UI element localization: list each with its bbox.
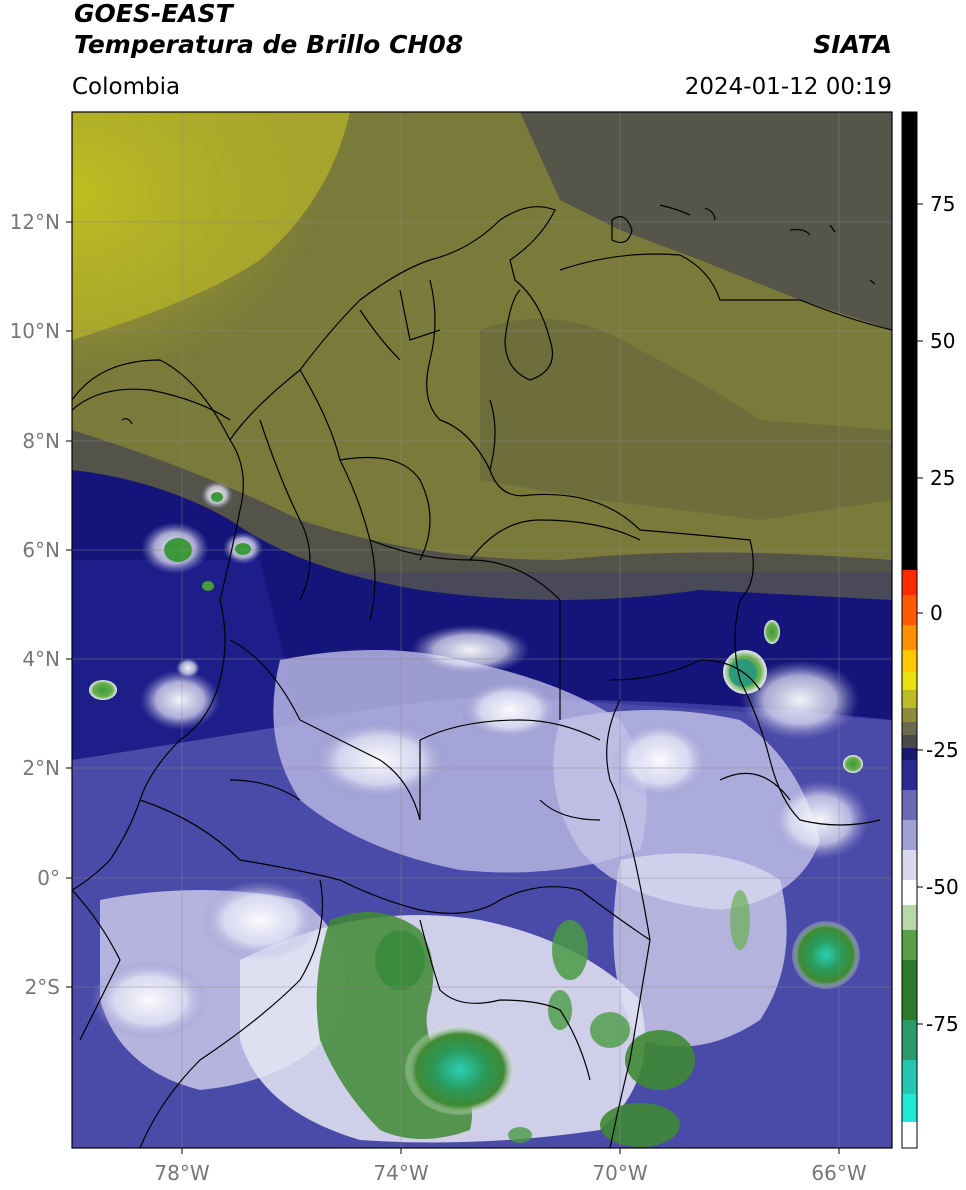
organization-label: SIATA (813, 30, 892, 59)
colorbar-tick-label: -25 (926, 738, 959, 762)
timestamp-label: 2024-01-12 00:19 (684, 74, 892, 100)
satellite-title: GOES-EAST (74, 0, 233, 28)
region-label: Colombia (72, 74, 181, 100)
colorbar-tick-label: 50 (930, 329, 955, 353)
colorbar-tick-label: 75 (930, 192, 955, 216)
lon-tick-label: 74°W (373, 1161, 428, 1185)
lat-axis: 12°N 10°N 8°N 6°N 4°N 2°N 0° 2°S (10, 210, 72, 999)
colorbar-axis: 75 50 25 0 -25 -50 -75 (917, 192, 959, 1036)
lon-tick-label: 78°W (154, 1161, 209, 1185)
lat-tick-label: 10°N (10, 319, 60, 343)
lon-tick-label: 70°W (592, 1161, 647, 1185)
map-frame (71, 111, 893, 1149)
lat-tick-label: 2°N (22, 756, 60, 780)
lat-tick-label: 2°S (25, 975, 60, 999)
imagery-layer (72, 112, 892, 1148)
colorbar (901, 111, 918, 1149)
lat-tick-label: 6°N (22, 538, 60, 562)
borders (72, 204, 892, 1148)
lat-tick-label: 4°N (22, 647, 60, 671)
graticule (72, 112, 892, 1148)
product-title: Temperatura de Brillo CH08 (74, 30, 464, 59)
colorbar-tick-label: -50 (926, 875, 959, 899)
lon-tick-label: 66°W (811, 1161, 866, 1185)
lat-tick-label: 8°N (22, 429, 60, 453)
lat-tick-label: 0° (37, 866, 60, 890)
colorbar-tick-label: 0 (930, 601, 943, 625)
colorbar-tick-label: 25 (930, 466, 955, 490)
lon-axis: 78°W 74°W 70°W 66°W (154, 1148, 867, 1185)
colorbar-tick-label: -75 (926, 1012, 959, 1036)
lat-tick-label: 12°N (10, 210, 60, 234)
